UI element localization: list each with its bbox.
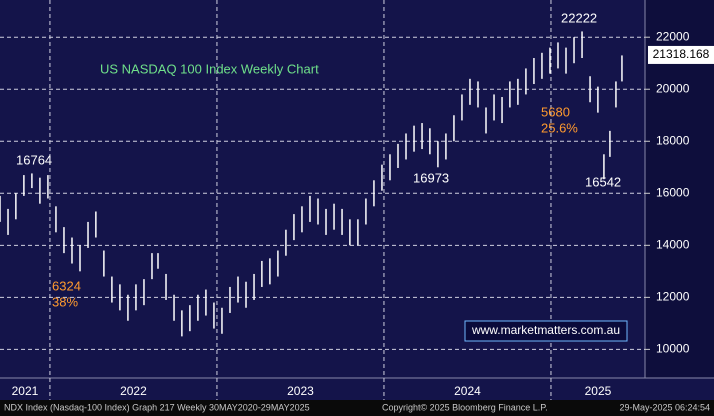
x-tick-label: 2025 xyxy=(585,384,612,398)
annotation: 16542 xyxy=(585,174,621,189)
last-price-box xyxy=(648,45,714,64)
footer-text: 29-May-2025 06:24:54 xyxy=(619,402,710,412)
x-tick-label: 2022 xyxy=(120,384,147,398)
plot xyxy=(0,0,645,400)
annotation: 6324 xyxy=(52,278,81,293)
annotation: 38% xyxy=(52,294,78,309)
y-tick-label: 10000 xyxy=(656,342,690,356)
annotation: 16973 xyxy=(413,170,449,185)
y-tick-label: 12000 xyxy=(656,290,690,304)
last-price-label: 21318.168 xyxy=(653,47,710,61)
source-box xyxy=(464,320,628,342)
y-tick-label: 22000 xyxy=(656,29,690,43)
annotation: 16764 xyxy=(16,152,52,167)
footer xyxy=(0,400,714,416)
annotation: 25.6% xyxy=(541,120,578,135)
source: www.marketmatters.com.au xyxy=(471,323,620,337)
annotation: 5680 xyxy=(541,104,570,119)
y-tick-label: 14000 xyxy=(656,237,690,251)
annotation: 22222 xyxy=(561,10,597,25)
y-tick-label: 16000 xyxy=(656,185,690,199)
x-tick-label: 2023 xyxy=(287,384,314,398)
y-tick-label: 18000 xyxy=(656,133,690,147)
chart-title: US NASDAQ 100 Index Weekly Chart xyxy=(100,61,319,76)
footer-text: NDX Index (Nasdaq-100 Index) Graph 217 W… xyxy=(4,402,310,412)
footer-text: Copyright© 2025 Bloomberg Finance L.P. xyxy=(382,402,548,412)
x-tick-label: 2024 xyxy=(454,384,481,398)
y-tick-label: 20000 xyxy=(656,81,690,95)
x-tick-label: 2021 xyxy=(12,384,39,398)
